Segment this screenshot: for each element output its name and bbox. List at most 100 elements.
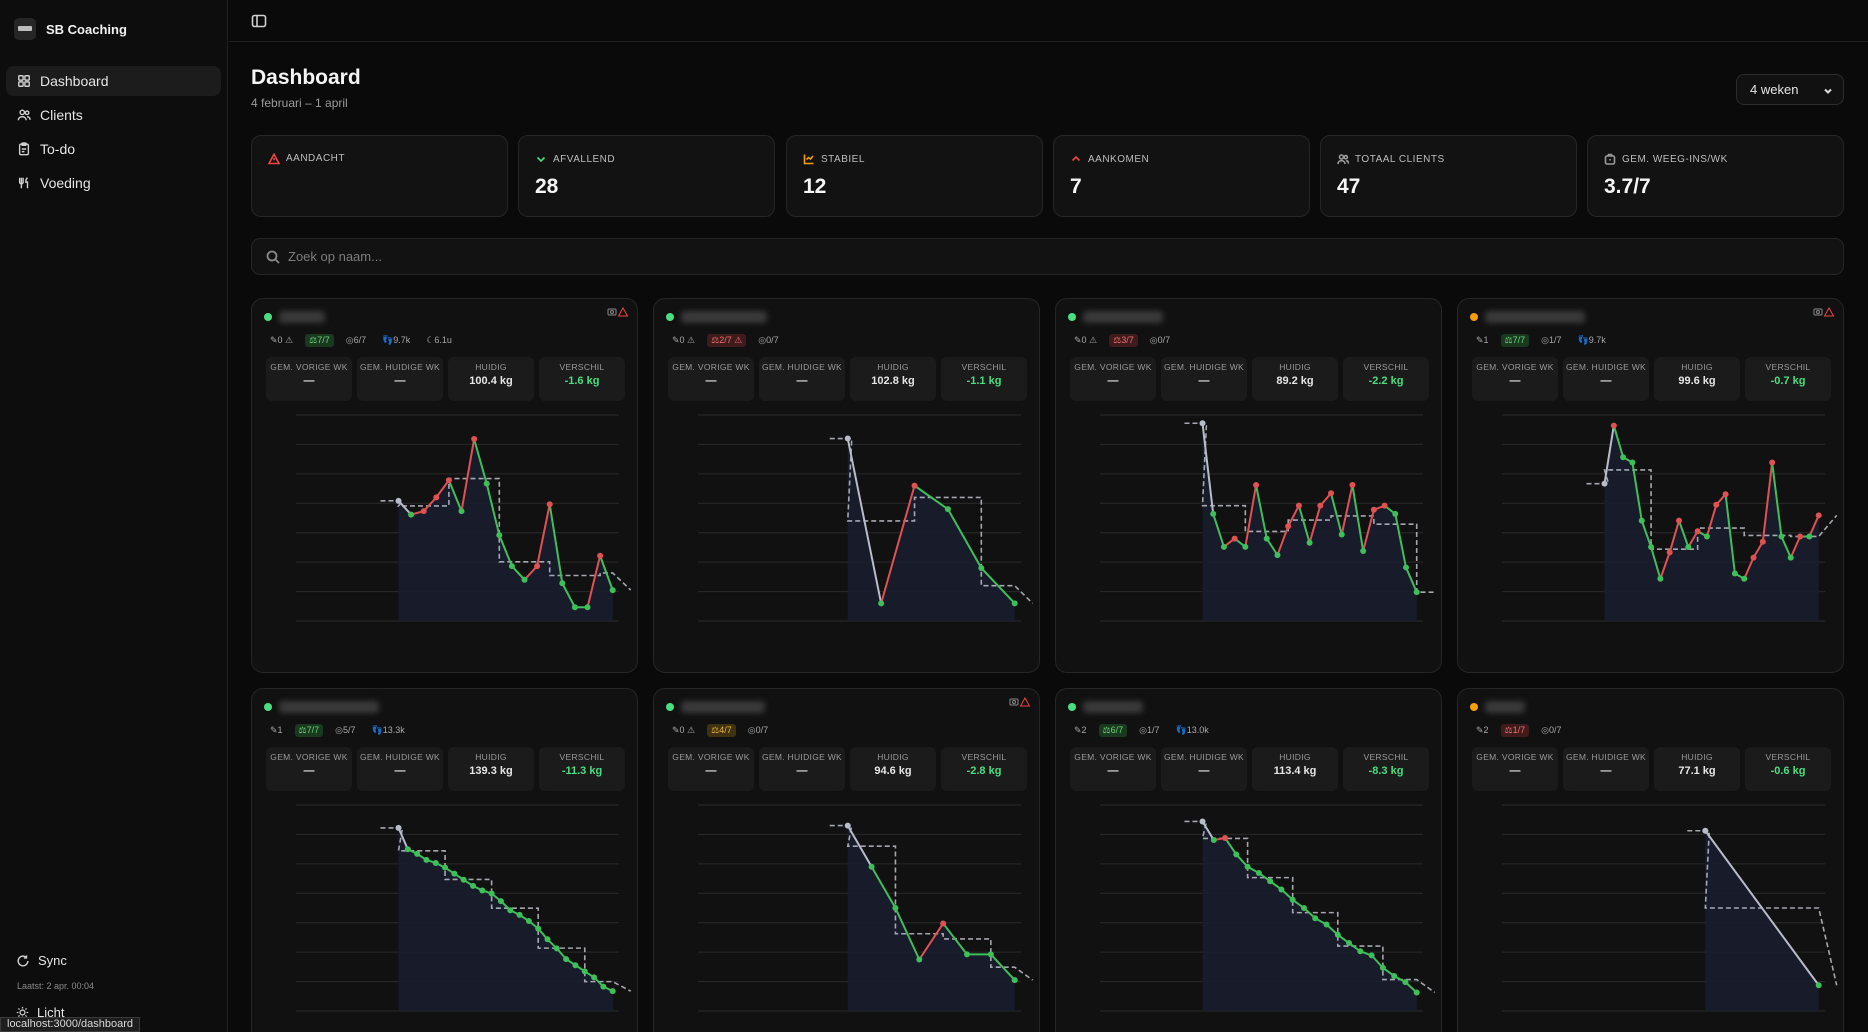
chart-point (1713, 501, 1720, 508)
metric-curr: GEM. HUIDIGE WK — (1563, 357, 1649, 401)
chart-segment (1743, 557, 1755, 580)
chart-point (1685, 544, 1692, 551)
chart-point (978, 565, 985, 572)
stat-card-totaal-clients[interactable]: TOTAAL CLIENTS 47 (1320, 135, 1577, 217)
chart-point (1199, 420, 1206, 427)
sidebar-item-clients[interactable]: Clients (6, 100, 221, 130)
brand[interactable]: SB Coaching (14, 18, 127, 40)
stat-card-stabiel[interactable]: STABIEL 12 (786, 135, 1043, 217)
metric-label: GEM. HUIDIGE WK (359, 752, 441, 762)
client-card[interactable]: ✎1 ⚖7/7 ◎5/7 👣13.3k GEM. VORIGE WK — GEM. HUID… (251, 688, 638, 1032)
client-chip: ◎5/7 (335, 724, 356, 735)
theme-toggle[interactable]: Licht (16, 1005, 64, 1020)
client-card[interactable]: ✎0 ⚠ ⚖4/7 ◎0/7 GEM. VORIGE WK — GEM. HUIDIGE … (653, 688, 1040, 1032)
client-chip: ◎0/7 (1149, 334, 1171, 345)
chart-segment (1724, 494, 1736, 574)
sidebar-nav: Dashboard Clients To-do Voeding (6, 66, 221, 202)
client-chip: ⚖7/7 (305, 333, 334, 347)
client-card[interactable]: ✎2 ⚖6/7 ◎1/7 👣13.0k GEM. VORIGE WK — GEM. HUID… (1055, 688, 1442, 1032)
brand-logo (14, 18, 36, 40)
metric-label: GEM. VORIGE WK (270, 362, 348, 372)
client-metrics: GEM. VORIGE WK — GEM. HUIDIGE WK — HUIDIG 113… (1070, 747, 1429, 791)
camera-alert-icon (1813, 306, 1835, 320)
chart-point (1694, 528, 1701, 535)
chart-point (581, 968, 588, 975)
client-card[interactable]: ✎0 ⚠ ⚖3/7 ◎0/7 GEM. VORIGE WK — GEM. HUIDIGE … (1055, 298, 1442, 673)
stat-value: 3.7/7 (1604, 175, 1651, 198)
metric-value: -1.6 kg (564, 375, 600, 387)
stat-label: AFVALLEND (553, 153, 616, 165)
sidebar-item-todo[interactable]: To-do (6, 134, 221, 164)
client-chip: ⚖6/7 (1098, 723, 1128, 737)
client-chip: ✎1 (270, 724, 283, 735)
client-metrics: GEM. VORIGE WK — GEM. HUIDIGE WK — HUIDIG 77.… (1472, 747, 1831, 791)
stat-card-afvallend[interactable]: AFVALLEND 28 (518, 135, 775, 217)
stat-card-aankomen[interactable]: AANKOMEN 7 (1053, 135, 1310, 217)
chart-point (534, 563, 541, 570)
chart-point (395, 497, 402, 504)
metric-value: — (1509, 765, 1521, 777)
chart-point (944, 506, 951, 513)
chart-point (844, 822, 851, 829)
chart-point (1722, 491, 1729, 498)
chart-point (1750, 554, 1757, 561)
sidebar-item-dashboard[interactable]: Dashboard (6, 66, 221, 96)
metric-label: GEM. VORIGE WK (1074, 362, 1152, 372)
metric-label: HUIDIG (1681, 752, 1713, 762)
chart-segment (1201, 820, 1215, 841)
chart-point (1306, 539, 1313, 546)
sidebar-toggle-button[interactable] (251, 13, 267, 29)
client-card[interactable]: ✎0 ⚠ ⚖7/7 ◎6/7 👣9.7k ☾6.1u GEM. VORIGE WK — GEM… (251, 298, 638, 673)
client-card[interactable]: ✎1 ⚖7/7 ◎1/7 👣9.7k GEM. VORIGE WK — GEM. HUIDI… (1457, 298, 1844, 673)
chart-segment (1394, 513, 1407, 568)
client-card[interactable]: ✎2 ⚖1/7 ◎0/7 GEM. VORIGE WK — GEM. HUIDIGE WK… (1457, 688, 1844, 1032)
metric-value: — (705, 375, 717, 387)
metric-diff: VERSCHIL -1.1 kg (941, 357, 1027, 401)
theme-label: Licht (37, 1005, 65, 1020)
metric-label: HUIDIG (475, 362, 507, 372)
client-chips: ✎1 ⚖7/7 ◎5/7 👣13.3k (266, 723, 409, 737)
chart-segment (1212, 513, 1225, 548)
metric-value: -1.1 kg (966, 375, 1002, 387)
chart-segment (846, 438, 883, 604)
sync-button[interactable]: Sync (16, 953, 67, 968)
chart-point (609, 587, 616, 594)
search-input[interactable] (288, 239, 1828, 274)
stat-card-aandacht[interactable]: AANDACHT (251, 135, 508, 217)
chart-area (1202, 821, 1417, 1011)
chart-point (591, 974, 598, 981)
status-url: localhost:3000/dashboard (0, 1017, 140, 1032)
chart-point (1370, 506, 1377, 513)
client-card[interactable]: ✎0 ⚠ ⚖2/7 ⚠ ◎0/7 GEM. VORIGE WK — GEM. HUIDIG… (653, 298, 1040, 673)
range-select[interactable]: 4 weken (1736, 74, 1844, 105)
chart-point (1289, 896, 1296, 903)
last-sync-text: Laatst: 2 apr. 00:04 (17, 981, 95, 991)
chart-point (1231, 535, 1238, 542)
metric-value: — (1198, 765, 1210, 777)
client-chip: ✎0 ⚠ (672, 724, 696, 735)
metric-value: — (796, 375, 808, 387)
metric-now: HUIDIG 94.6 kg (850, 747, 936, 791)
stat-card-weeg-ins[interactable]: GEM. WEEG-INS/WK 3.7/7 (1587, 135, 1844, 217)
chart-point (571, 604, 578, 611)
chart-point (408, 511, 415, 518)
chart-point (964, 951, 970, 958)
chart-point (1741, 575, 1748, 582)
chart-point (1346, 940, 1353, 947)
camera-alert-icon (1009, 696, 1031, 710)
sidebar-item-voeding[interactable]: Voeding (6, 168, 221, 198)
chart-segment (1201, 423, 1215, 514)
status-dot (1068, 313, 1076, 321)
metric-label: HUIDIG (877, 752, 909, 762)
chart-point (1242, 543, 1249, 550)
chart-point (460, 876, 467, 883)
metric-label: VERSCHIL (1765, 362, 1811, 372)
metric-prev: GEM. VORIGE WK — (668, 747, 754, 791)
chart-segment (447, 479, 463, 512)
metric-value: 89.2 kg (1276, 375, 1314, 387)
alert-triangle-icon (268, 153, 280, 165)
chart-segment (1761, 462, 1774, 542)
metric-value: 100.4 kg (469, 375, 513, 387)
metric-curr: GEM. HUIDIGE WK — (357, 747, 443, 791)
